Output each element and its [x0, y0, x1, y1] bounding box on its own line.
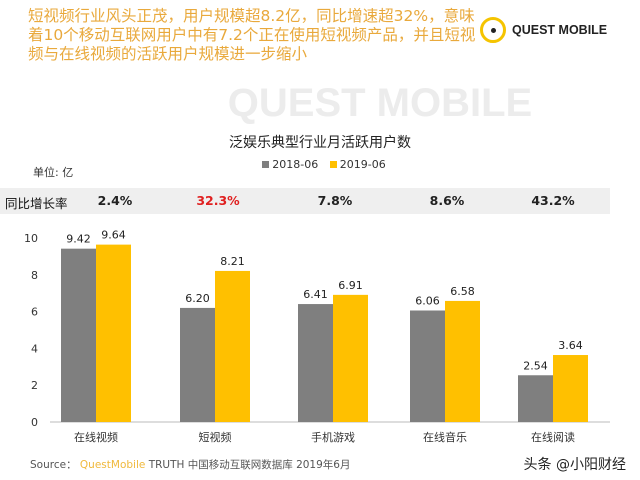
x-tick-label: 短视频 [199, 430, 232, 444]
logo-icon [480, 17, 506, 43]
chart-title: 泛娱乐典型行业月活跃用户数 [229, 135, 411, 151]
bar-2018-06 [298, 304, 333, 422]
source-prefix: Source： [30, 459, 77, 471]
data-label: 6.06 [415, 294, 440, 307]
y-tick-label: 0 [31, 416, 38, 429]
logo: QUEST MOBILE [480, 17, 607, 43]
y-tick-label: 8 [31, 269, 38, 282]
bar-2018-06 [180, 307, 215, 422]
growth-row: 同比增长率 2.4% 32.3% 7.8% 8.6% 43.2% [0, 188, 610, 214]
legend-label-2019: 2019-06 [339, 158, 386, 171]
y-tick-label: 10 [24, 232, 38, 245]
growth-value: 2.4% [97, 193, 133, 208]
y-tick-label: 6 [31, 306, 38, 319]
data-label: 6.20 [185, 292, 210, 305]
y-tick-label: 2 [31, 379, 38, 392]
data-label: 9.64 [101, 229, 126, 242]
growth-value: 7.8% [317, 193, 353, 208]
bar-2019-06 [96, 244, 131, 422]
legend-swatch-2018 [262, 161, 270, 168]
x-tick-label: 在线阅读 [531, 430, 575, 444]
legend-label-2018: 2018-06 [272, 158, 319, 171]
bar-2019-06 [215, 270, 250, 422]
logo-text: QUEST MOBILE [512, 23, 608, 37]
growth-value: 8.6% [429, 193, 465, 208]
bar-2019-06 [445, 300, 480, 422]
background-watermark: QUEST MOBILE [228, 81, 532, 125]
legend-swatch-2019 [329, 161, 337, 168]
growth-value: 43.2% [531, 193, 575, 208]
data-label: 3.64 [558, 339, 583, 352]
credit-watermark: 头条 @小阳财经 [523, 457, 626, 473]
legend: 2018-06 2019-06 [0, 158, 640, 171]
headline: 短视频行业风头正茂，用户规模超8.2亿，同比增速超32%，意味着10个移动互联网… [28, 7, 476, 63]
data-label: 6.41 [303, 288, 328, 301]
data-label: 8.21 [220, 255, 245, 268]
bar-2018-06 [61, 248, 96, 422]
x-tick-label: 在线音乐 [423, 430, 467, 444]
source-note: Source： QuestMobile TRUTH 中国移动互联网数据库 201… [30, 457, 350, 472]
source-brand: QuestMobile [79, 459, 146, 471]
data-label: 6.58 [450, 285, 475, 298]
source-text: TRUTH 中国移动互联网数据库 2019年6月 [148, 459, 351, 471]
growth-value: 32.3% [196, 193, 240, 208]
unit-label: 单位: 亿 [33, 166, 74, 179]
x-tick-label: 手机游戏 [311, 430, 355, 444]
data-label: 2.54 [523, 359, 548, 372]
data-label: 6.91 [338, 279, 363, 292]
data-label: 9.42 [66, 233, 91, 246]
x-tick-label: 在线视频 [74, 430, 118, 444]
bar-2018-06 [410, 310, 445, 422]
bar-2019-06 [553, 355, 588, 422]
y-tick-label: 4 [31, 342, 38, 355]
bar-2019-06 [333, 294, 368, 422]
bar-2018-06 [518, 375, 553, 422]
growth-label: 同比增长率 [5, 196, 68, 211]
